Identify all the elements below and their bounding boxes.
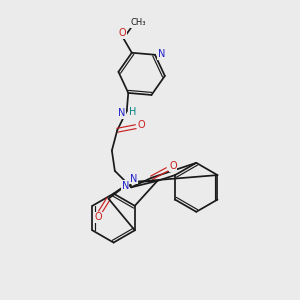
Text: N: N — [130, 174, 137, 184]
Text: O: O — [138, 121, 146, 130]
Text: N: N — [122, 181, 129, 191]
Text: CH₃: CH₃ — [130, 18, 146, 27]
Text: O: O — [169, 161, 177, 171]
Text: H: H — [129, 107, 136, 117]
Text: N: N — [118, 108, 126, 118]
Text: O: O — [118, 28, 126, 38]
Text: O: O — [95, 212, 103, 223]
Text: N: N — [158, 49, 165, 59]
